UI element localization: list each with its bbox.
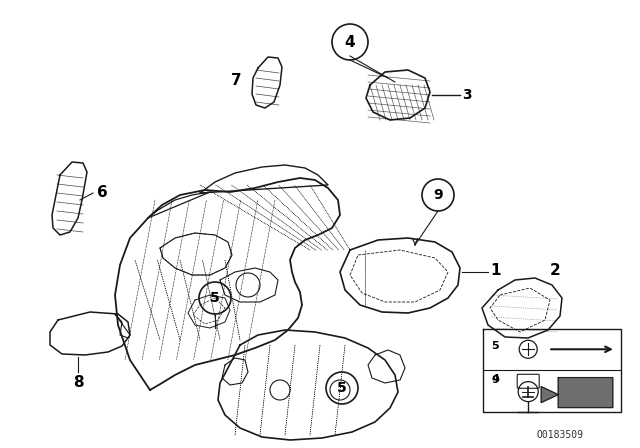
Text: 4: 4 xyxy=(345,34,355,49)
Text: 5: 5 xyxy=(337,381,347,395)
Polygon shape xyxy=(541,378,613,408)
Text: 6: 6 xyxy=(97,185,108,199)
Text: 7: 7 xyxy=(232,73,242,87)
Text: 9: 9 xyxy=(492,375,499,384)
Text: O0183509: O0183509 xyxy=(536,430,584,440)
Text: 9: 9 xyxy=(433,188,443,202)
Text: 5: 5 xyxy=(210,291,220,305)
Text: 4: 4 xyxy=(492,374,499,384)
Text: 2: 2 xyxy=(550,263,561,277)
Text: 8: 8 xyxy=(73,375,83,390)
Text: 1: 1 xyxy=(490,263,500,277)
Text: 3: 3 xyxy=(462,88,472,102)
Text: 5: 5 xyxy=(492,341,499,351)
